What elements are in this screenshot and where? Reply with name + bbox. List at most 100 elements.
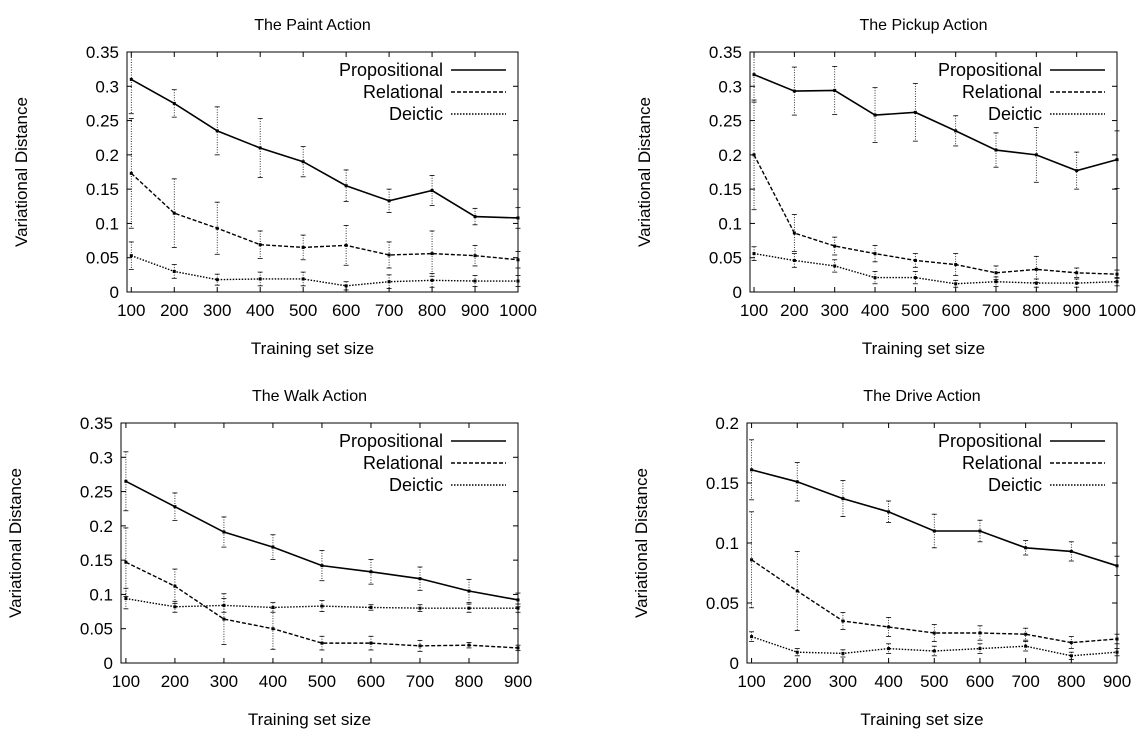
chart-2-relational-line — [753, 154, 1118, 275]
chart-1-propositional-point — [129, 77, 133, 81]
chart-3-propositional-point — [418, 577, 422, 581]
chart-1-x-axis-label: Training set size — [251, 339, 374, 358]
chart-4-x-tick-label: 200 — [783, 672, 811, 691]
chart-2-x-tick-label: 800 — [1022, 301, 1050, 320]
chart-4-deictic-point — [750, 635, 754, 639]
chart-2-deictic-point — [1034, 281, 1038, 285]
chart-3-relational-point — [467, 643, 471, 647]
chart-2-x-tick-label: 200 — [780, 301, 808, 320]
chart-1-relational-point — [258, 243, 262, 247]
chart-3-propositional-point — [124, 479, 128, 483]
chart-1-propositional-point — [473, 215, 477, 219]
chart-3-x-tick-label: 400 — [259, 672, 287, 691]
chart-1-propositional-point — [301, 160, 305, 164]
chart-3-deictic-point — [222, 603, 226, 607]
chart-2-x-tick-label: 100 — [740, 301, 768, 320]
chart-3-propositional-point — [320, 564, 324, 568]
chart-1-y-tick-label: 0.3 — [95, 77, 119, 96]
chart-2-relational-point — [1115, 272, 1119, 276]
chart-4-y-tick-label: 0.05 — [706, 594, 739, 613]
chart-3-relational-point — [222, 617, 226, 621]
chart-4-y-tick-label: 0.15 — [706, 474, 739, 493]
chart-3-x-tick-label: 800 — [455, 672, 483, 691]
chart-4-relational-line — [751, 559, 1118, 644]
chart-1-propositional-point — [258, 146, 262, 150]
chart-1-y-tick-label: 0.1 — [95, 214, 119, 233]
chart-4-propositional-line — [751, 469, 1118, 567]
chart-3-propositional-point — [222, 530, 226, 534]
chart-4-x-tick-label: 900 — [1103, 672, 1131, 691]
chart-1-y-tick-label: 0.35 — [86, 43, 119, 62]
chart-1-x-tick-label: 1000 — [499, 301, 537, 320]
chart-1-y-tick-label: 0.05 — [86, 249, 119, 268]
chart-1-y-axis-label: Variational Distance — [12, 97, 31, 247]
chart-2-legend-label-relational: Relational — [962, 82, 1042, 102]
chart-2-x-tick-label: 900 — [1062, 301, 1090, 320]
chart-2-y-tick-label: 0.15 — [709, 180, 742, 199]
chart-1-relational-point — [172, 211, 176, 215]
chart-2-legend-label-deictic: Deictic — [988, 104, 1042, 124]
chart-2-y-axis-label: Variational Distance — [635, 97, 654, 247]
chart-2-x-tick-label: 1000 — [1098, 301, 1136, 320]
chart-3-plot-frame — [120, 422, 519, 664]
chart-2-deictic-point — [833, 264, 837, 268]
chart-2-deictic-point — [752, 252, 756, 256]
chart-1-x-tick-label: 500 — [289, 301, 317, 320]
chart-1-relational-point — [430, 252, 434, 256]
chart-1-propositional-point — [387, 199, 391, 203]
chart-3-x-tick-label: 700 — [406, 672, 434, 691]
chart-4-x-tick-label: 100 — [737, 672, 765, 691]
chart-4-relational-point — [795, 589, 799, 593]
chart-2-deictic-line — [753, 252, 1118, 285]
chart-2-deictic-point — [954, 282, 958, 286]
chart-1-plot-frame — [126, 51, 519, 293]
chart-1-title: The Paint Action — [254, 17, 371, 34]
chart-4-x-tick-label: 800 — [1057, 672, 1085, 691]
chart-3-y-tick-label: 0.15 — [80, 551, 113, 570]
chart-2-relational-point — [752, 153, 756, 157]
chart-1-deictic-point — [301, 277, 305, 281]
chart-4-title: The Drive Action — [863, 388, 980, 405]
chart-4-deictic-line — [751, 635, 1118, 657]
chart-3-x-tick-label: 200 — [161, 672, 189, 691]
chart-4-y-tick-label: 0.2 — [715, 414, 739, 433]
chart-1-y-tick-label: 0 — [110, 283, 119, 302]
chart-1-deictic-point — [258, 277, 262, 281]
chart-4-propositional-point — [795, 480, 799, 484]
chart-4-legend-label-deictic: Deictic — [988, 475, 1042, 495]
chart-2-y-tick-label: 0.1 — [718, 214, 742, 233]
chart-2-relational-point — [873, 252, 877, 256]
chart-1-propositional-line — [130, 78, 519, 219]
chart-1-relational-point — [344, 243, 348, 247]
chart-1-y-tick-label: 0.15 — [86, 180, 119, 199]
chart-3-y-tick-label: 0.1 — [89, 585, 113, 604]
chart-4-relational-point — [1024, 632, 1028, 636]
chart-2-propositional-point — [833, 88, 837, 92]
chart-4-deictic-point — [887, 647, 891, 651]
chart-1-relational-point — [387, 253, 391, 257]
chart-3-deictic-point — [467, 606, 471, 610]
chart-2-y-tick-label: 0.35 — [709, 43, 742, 62]
chart-3-x-tick-label: 600 — [357, 672, 385, 691]
chart-2-y-tick-label: 0.05 — [709, 249, 742, 268]
chart-2-deictic-point — [1075, 281, 1079, 285]
chart-1-deictic-point — [215, 278, 219, 282]
chart-1-propositional-point — [516, 216, 520, 220]
chart-4-x-tick-label: 600 — [966, 672, 994, 691]
chart-2-x-tick-label: 700 — [982, 301, 1010, 320]
chart-3-relational-point — [320, 641, 324, 645]
chart-4-relational-point — [1115, 637, 1119, 641]
chart-4-propositional-point — [1115, 564, 1119, 568]
chart-4-deictic-point — [841, 651, 845, 655]
chart-4-deictic-point — [795, 650, 799, 654]
chart-3-deictic-point — [516, 606, 520, 610]
chart-3-propositional-point — [173, 505, 177, 509]
chart-4-y-tick-label: 0 — [730, 654, 739, 673]
chart-1-relational-point — [516, 258, 520, 262]
chart-4-relational-point — [841, 619, 845, 623]
chart-3-propositional-point — [516, 598, 520, 602]
chart-3-x-tick-label: 500 — [308, 672, 336, 691]
chart-2-relational-point — [954, 263, 958, 267]
chart-1-relational-point — [301, 245, 305, 249]
